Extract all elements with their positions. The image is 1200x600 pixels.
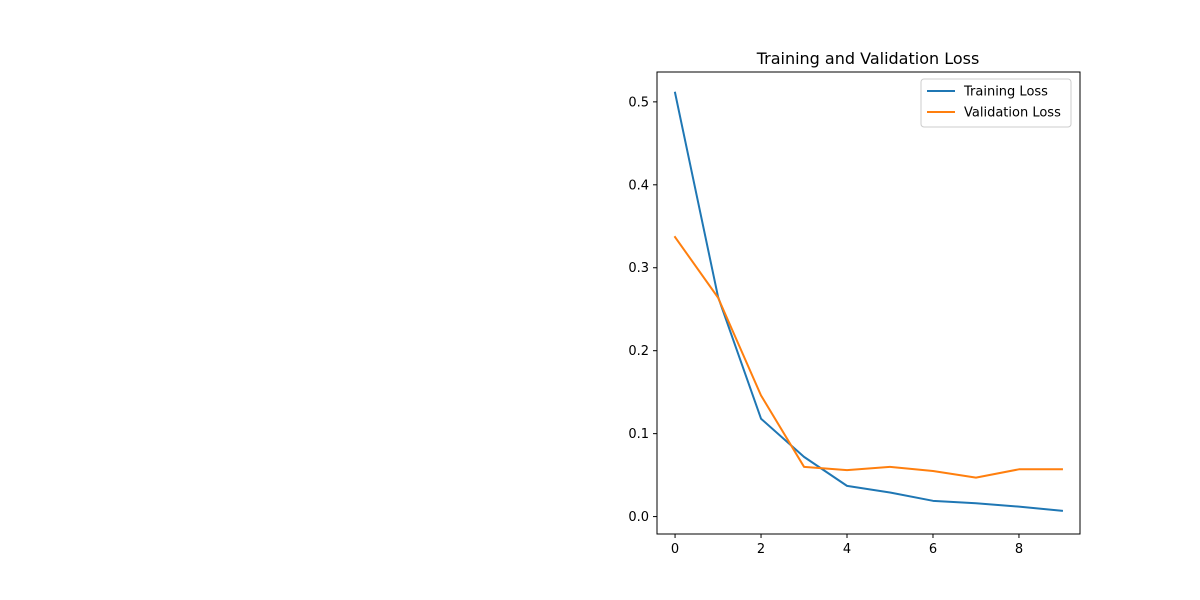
x-tick-label: 4: [843, 542, 851, 557]
legend: Training Loss Validation Loss: [920, 78, 1072, 128]
chart-title: Training and Validation Loss: [756, 49, 980, 68]
y-tick-label: 0.0: [628, 510, 649, 525]
training-loss-line: [673, 91, 1064, 512]
legend-label-validation-loss: Validation Loss: [964, 106, 1061, 121]
y-tick-label: 0.4: [628, 178, 649, 193]
plot-area: [673, 91, 1064, 512]
x-tick-label: 8: [1015, 542, 1023, 557]
y-tick-label: 0.5: [628, 95, 649, 110]
legend-label-training-loss: Training Loss: [963, 85, 1048, 100]
axes-frame: [656, 71, 1081, 535]
y-tick-label: 0.2: [628, 344, 649, 359]
y-tick-label: 0.1: [628, 427, 649, 442]
x-tick-label: 0: [671, 542, 679, 557]
validation-loss-line: [673, 235, 1063, 479]
x-tick-label: 2: [757, 542, 765, 557]
y-tick-label: 0.3: [628, 261, 649, 276]
x-tick-label: 6: [929, 542, 937, 557]
legend-box: [920, 78, 1072, 128]
